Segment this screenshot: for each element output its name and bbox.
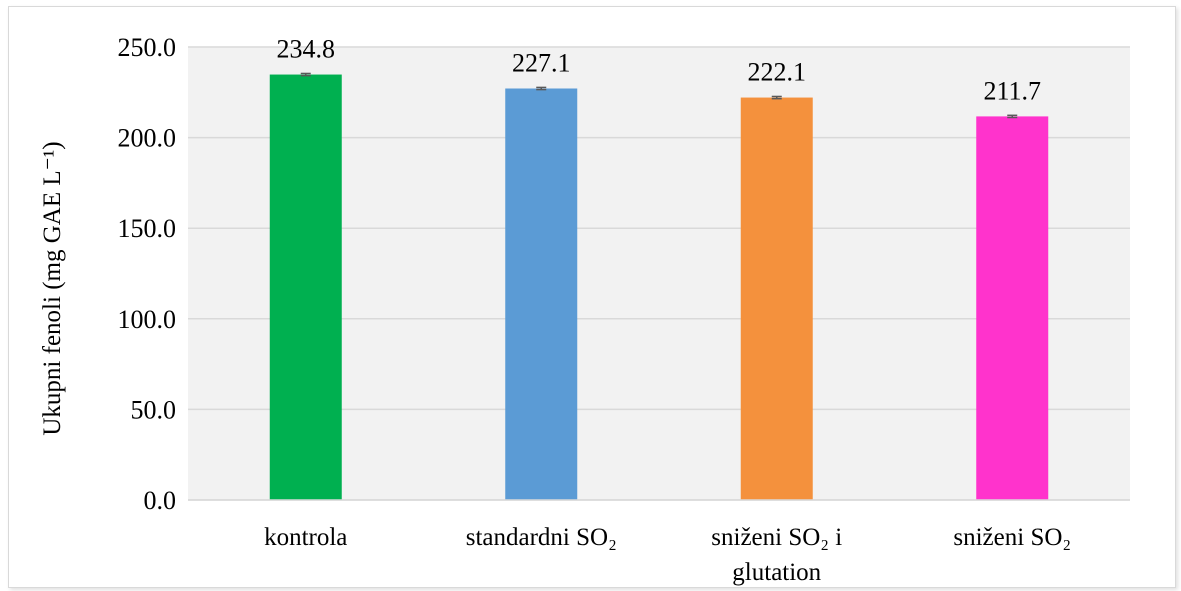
x-category-label: kontrola (264, 524, 347, 551)
plot-area (188, 47, 1130, 500)
data-label: 222.1 (748, 58, 807, 87)
y-tick-label: 150.0 (118, 214, 177, 243)
bar (976, 116, 1049, 500)
data-label: 227.1 (512, 48, 571, 77)
y-tick-label: 200.0 (118, 124, 177, 153)
y-tick-label: 100.0 (118, 305, 177, 334)
data-label: 211.7 (983, 76, 1041, 105)
bar (740, 97, 813, 500)
bar (505, 88, 578, 500)
data-label: 234.8 (277, 35, 336, 64)
x-category-label: standardni SO₂ (466, 524, 617, 551)
y-tick-label: 0.0 (144, 486, 177, 515)
bar (269, 74, 342, 501)
x-category-label: sniženi SO₂ i glutation (711, 524, 842, 586)
y-axis-title: Ukupni fenoli (mg GAE L⁻¹) (39, 141, 66, 435)
y-tick-label: 50.0 (131, 395, 177, 424)
y-tick-label: 250.0 (118, 33, 177, 62)
x-category-label: sniženi SO₂ (953, 524, 1071, 551)
